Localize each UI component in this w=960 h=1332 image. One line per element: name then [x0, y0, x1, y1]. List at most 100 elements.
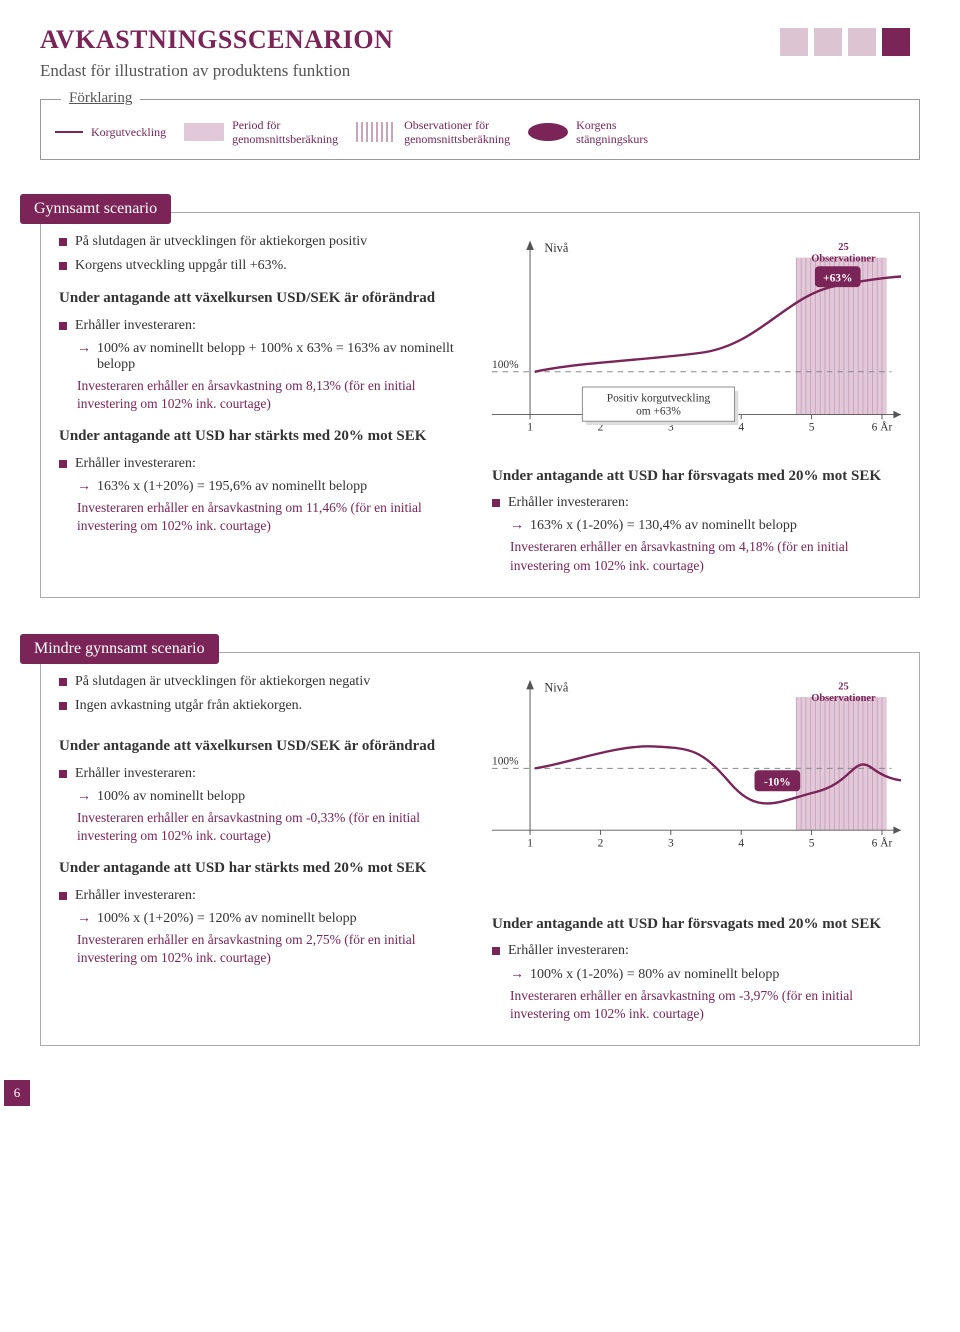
arrow-line: → 163% x (1+20%) = 195,6% av nominellt be…: [77, 479, 468, 495]
erhaller-bullet: Erhåller investeraren:: [59, 317, 468, 335]
square-bullet-icon: [59, 238, 67, 246]
svg-text:3: 3: [668, 837, 674, 849]
arrow-text: 100% av nominellt belopp: [97, 789, 245, 805]
svg-text:5: 5: [809, 422, 815, 434]
arrow-text: 100% x (1-20%) = 80% av nominellt belopp: [530, 967, 779, 983]
legend-label: Korgens stängningskurs: [576, 118, 648, 147]
arrow-text: 163% x (1-20%) = 130,4% av nominellt bel…: [530, 518, 797, 534]
scenario1-header: Gynnsamt scenario: [20, 194, 171, 224]
svg-text:Nivå: Nivå: [544, 680, 569, 694]
sub-heading: Under antagande att växelkursen USD/SEK …: [59, 737, 468, 757]
line-icon: [55, 131, 83, 133]
erhaller-bullet: Erhåller investeraren:: [59, 887, 468, 905]
square-bullet-icon: [59, 678, 67, 686]
square-bullet-icon: [492, 499, 500, 507]
return-note: Investeraren erhåller en årsavkastning o…: [77, 809, 468, 845]
erhaller-bullet: Erhåller investeraren:: [59, 765, 468, 783]
bullet-text: På slutdagen är utvecklingen för aktieko…: [75, 673, 370, 691]
return-note: Investeraren erhåller en årsavkastning o…: [510, 987, 901, 1023]
svg-text:-10%: -10%: [764, 776, 791, 788]
arrow-icon: →: [77, 911, 91, 927]
bullet-text: Ingen avkastning utgår från aktiekorgen.: [75, 697, 302, 715]
legend-item-stangningskurs: Korgens stängningskurs: [528, 118, 648, 147]
bullet-text: Erhåller investeraren:: [508, 942, 629, 960]
scenario2-bullet: På slutdagen är utvecklingen för aktieko…: [59, 673, 468, 691]
arrow-icon: →: [510, 967, 524, 983]
page-number: 6: [4, 1080, 30, 1106]
arrow-icon: →: [77, 341, 91, 373]
svg-text:Observationer: Observationer: [811, 253, 876, 264]
svg-text:5: 5: [809, 837, 815, 849]
square-bullet-icon: [59, 322, 67, 330]
page-subtitle: Endast för illustration av produktens fu…: [40, 61, 920, 81]
square-bullet-icon: [59, 770, 67, 778]
bullet-text: Erhåller investeraren:: [75, 317, 196, 335]
return-note: Investeraren erhåller en årsavkastning o…: [77, 377, 468, 413]
bullet-text: Erhåller investeraren:: [75, 765, 196, 783]
scenario1-bullet: På slutdagen är utvecklingen för aktieko…: [59, 233, 468, 251]
square-bullet-icon: [492, 947, 500, 955]
legend-title: Förklaring: [61, 90, 140, 107]
svg-text:2: 2: [598, 837, 604, 849]
scenario2-bullet: Ingen avkastning utgår från aktiekorgen.: [59, 697, 468, 715]
svg-text:+63%: +63%: [823, 272, 852, 284]
svg-text:4: 4: [738, 422, 744, 434]
svg-text:25: 25: [838, 242, 848, 253]
scenario1-chart: 100%123456 ÅrNivå25Observationer+63%Posi…: [492, 233, 901, 453]
decorative-squares: [780, 28, 910, 56]
arrow-icon: →: [510, 518, 524, 534]
bullet-text: Erhåller investeraren:: [508, 494, 629, 512]
svg-text:Positiv korgutveckling: Positiv korgutveckling: [607, 392, 711, 404]
sub-heading: Under antagande att växelkursen USD/SEK …: [59, 289, 468, 309]
svg-text:6 År: 6 År: [872, 420, 893, 434]
svg-text:4: 4: [738, 837, 744, 849]
arrow-line: → 100% x (1+20%) = 120% av nominellt belo…: [77, 911, 468, 927]
square-bullet-icon: [59, 892, 67, 900]
ellipse-icon: [528, 123, 568, 141]
sub-heading: Under antagande att USD har försvagats m…: [492, 467, 901, 487]
bullet-text: Korgens utveckling uppgår till +63%.: [75, 257, 287, 275]
bullet-text: Erhåller investeraren:: [75, 455, 196, 473]
legend-box: Förklaring Korgutveckling Period för gen…: [40, 99, 920, 160]
legend-label: Period för genomsnittsberäkning: [232, 118, 338, 147]
legend-item-period: Period för genomsnittsberäkning: [184, 118, 338, 147]
arrow-icon: →: [77, 479, 91, 495]
arrow-text: 163% x (1+20%) = 195,6% av nominellt bel…: [97, 479, 367, 495]
scenario1-bullet: Korgens utveckling uppgår till +63%.: [59, 257, 468, 275]
arrow-line: → 100% av nominellt belopp: [77, 789, 468, 805]
svg-text:Observationer: Observationer: [811, 693, 876, 704]
legend-item-korgutveckling: Korgutveckling: [55, 125, 166, 139]
erhaller-bullet: Erhåller investeraren:: [492, 494, 901, 512]
square-bullet-icon: [59, 262, 67, 270]
svg-text:100%: 100%: [492, 359, 519, 371]
svg-text:om +63%: om +63%: [636, 405, 681, 417]
legend-label: Observationer för genomsnittsberäkning: [404, 118, 510, 147]
svg-text:100%: 100%: [492, 755, 519, 767]
sub-heading: Under antagande att USD har försvagats m…: [492, 915, 901, 935]
svg-text:25: 25: [838, 681, 848, 692]
erhaller-bullet: Erhåller investeraren:: [59, 455, 468, 473]
return-note: Investeraren erhåller en årsavkastning o…: [77, 499, 468, 535]
scenario1-box: På slutdagen är utvecklingen för aktieko…: [40, 212, 920, 598]
arrow-text: 100% av nominellt belopp + 100% x 63% = …: [97, 341, 468, 373]
bullet-text: På slutdagen är utvecklingen för aktieko…: [75, 233, 367, 251]
erhaller-bullet: Erhåller investeraren:: [492, 942, 901, 960]
legend-label: Korgutveckling: [91, 125, 166, 139]
arrow-line: →100% av nominellt belopp + 100% x 63% =…: [77, 341, 468, 373]
scenario2-header: Mindre gynnsamt scenario: [20, 634, 219, 664]
svg-text:1: 1: [527, 422, 533, 434]
bullet-text: Erhåller investeraren:: [75, 887, 196, 905]
svg-text:1: 1: [527, 837, 533, 849]
arrow-icon: →: [77, 789, 91, 805]
hatch-icon: [356, 122, 396, 142]
sub-heading: Under antagande att USD har stärkts med …: [59, 427, 468, 447]
legend-item-observationer: Observationer för genomsnittsberäkning: [356, 118, 510, 147]
rect-icon: [184, 123, 224, 141]
arrow-line: → 100% x (1-20%) = 80% av nominellt belop…: [510, 967, 901, 983]
square-bullet-icon: [59, 702, 67, 710]
arrow-text: 100% x (1+20%) = 120% av nominellt belop…: [97, 911, 357, 927]
square-bullet-icon: [59, 460, 67, 468]
sub-heading: Under antagande att USD har stärkts med …: [59, 859, 468, 879]
scenario2-chart: 100%123456 ÅrNivå25Observationer-10%: [492, 673, 901, 873]
arrow-line: → 163% x (1-20%) = 130,4% av nominellt be…: [510, 518, 901, 534]
